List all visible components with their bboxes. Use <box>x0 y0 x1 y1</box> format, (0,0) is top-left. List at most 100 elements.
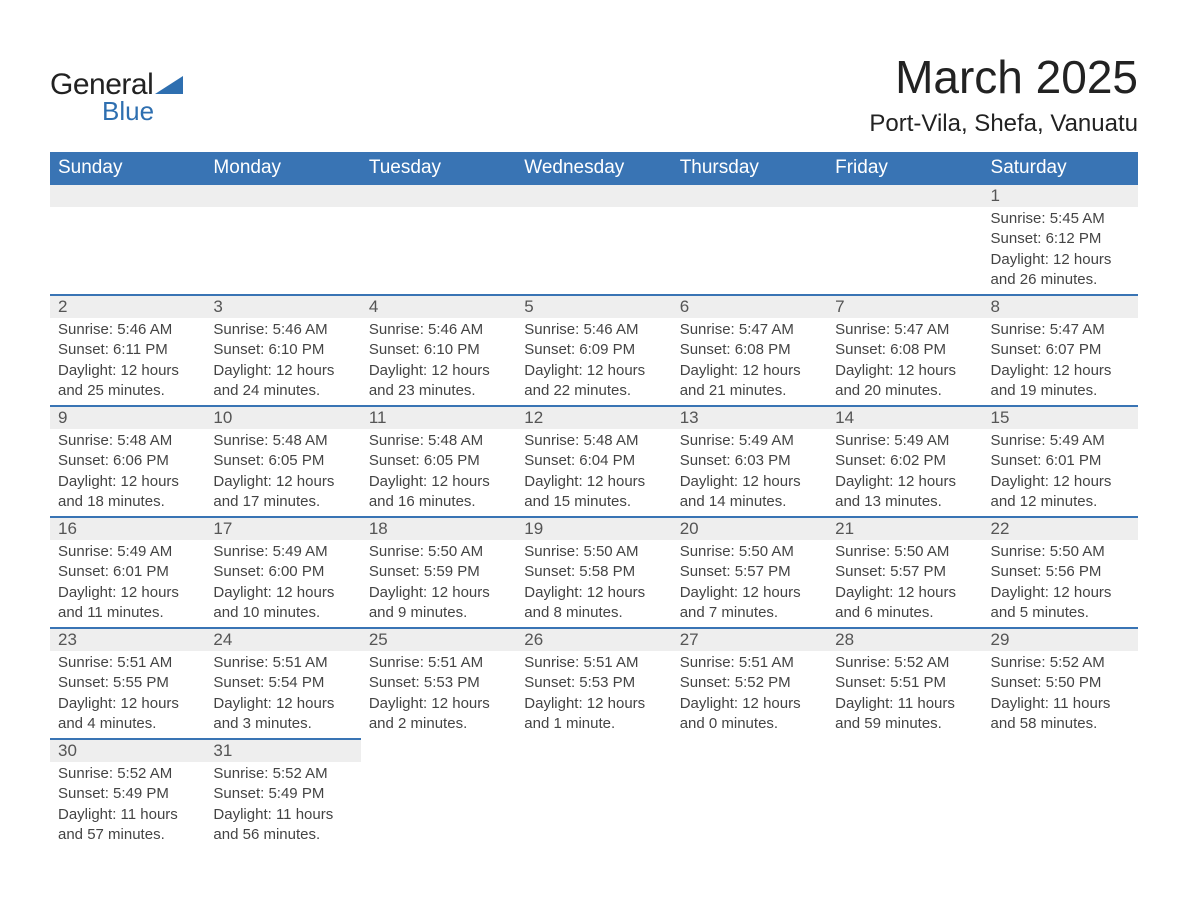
day-data <box>516 761 671 767</box>
day-daylight1: Daylight: 11 hours <box>835 694 978 714</box>
day-data: Sunrise: 5:52 AMSunset: 5:49 PMDaylight:… <box>205 762 360 849</box>
day-daylight2: and 58 minutes. <box>991 714 1134 734</box>
day-daylight1: Daylight: 12 hours <box>991 472 1134 492</box>
day-sunrise: Sunrise: 5:50 AM <box>991 542 1134 562</box>
day-number: 12 <box>516 407 671 429</box>
day-data: Sunrise: 5:46 AMSunset: 6:11 PMDaylight:… <box>50 318 205 405</box>
day-daylight1: Daylight: 12 hours <box>524 472 667 492</box>
day-data <box>361 207 516 287</box>
day-number: 16 <box>50 518 205 540</box>
day-number: 2 <box>50 296 205 318</box>
day-sunset: Sunset: 6:01 PM <box>58 562 201 582</box>
day-sunset: Sunset: 5:51 PM <box>835 673 978 693</box>
day-daylight1: Daylight: 12 hours <box>369 694 512 714</box>
day-daylight1: Daylight: 12 hours <box>680 694 823 714</box>
day-number: 31 <box>205 740 360 762</box>
calendar-cell <box>361 185 516 295</box>
day-data: Sunrise: 5:51 AMSunset: 5:53 PMDaylight:… <box>361 651 516 738</box>
day-data: Sunrise: 5:47 AMSunset: 6:08 PMDaylight:… <box>827 318 982 405</box>
day-sunset: Sunset: 5:53 PM <box>524 673 667 693</box>
day-daylight2: and 24 minutes. <box>213 381 356 401</box>
calendar-cell: 7Sunrise: 5:47 AMSunset: 6:08 PMDaylight… <box>827 295 982 406</box>
day-number: 18 <box>361 518 516 540</box>
day-sunrise: Sunrise: 5:46 AM <box>58 320 201 340</box>
weekday-header: Wednesday <box>516 152 671 185</box>
day-data: Sunrise: 5:49 AMSunset: 6:03 PMDaylight:… <box>672 429 827 516</box>
day-sunrise: Sunrise: 5:49 AM <box>58 542 201 562</box>
day-number <box>672 739 827 761</box>
day-data <box>983 761 1138 767</box>
day-data: Sunrise: 5:51 AMSunset: 5:53 PMDaylight:… <box>516 651 671 738</box>
day-number <box>361 185 516 207</box>
day-sunrise: Sunrise: 5:46 AM <box>524 320 667 340</box>
day-data: Sunrise: 5:47 AMSunset: 6:08 PMDaylight:… <box>672 318 827 405</box>
day-sunrise: Sunrise: 5:48 AM <box>524 431 667 451</box>
day-data <box>50 207 205 287</box>
day-number: 14 <box>827 407 982 429</box>
day-daylight1: Daylight: 12 hours <box>58 694 201 714</box>
day-sunset: Sunset: 6:05 PM <box>213 451 356 471</box>
day-daylight2: and 13 minutes. <box>835 492 978 512</box>
calendar-row: 30Sunrise: 5:52 AMSunset: 5:49 PMDayligh… <box>50 739 1138 849</box>
day-sunset: Sunset: 6:05 PM <box>369 451 512 471</box>
calendar-cell: 6Sunrise: 5:47 AMSunset: 6:08 PMDaylight… <box>672 295 827 406</box>
day-daylight1: Daylight: 12 hours <box>680 583 823 603</box>
day-daylight1: Daylight: 12 hours <box>58 361 201 381</box>
day-number: 17 <box>205 518 360 540</box>
calendar-cell: 3Sunrise: 5:46 AMSunset: 6:10 PMDaylight… <box>205 295 360 406</box>
day-number: 24 <box>205 629 360 651</box>
day-daylight1: Daylight: 12 hours <box>991 583 1134 603</box>
calendar-cell: 26Sunrise: 5:51 AMSunset: 5:53 PMDayligh… <box>516 628 671 739</box>
day-data: Sunrise: 5:49 AMSunset: 6:01 PMDaylight:… <box>50 540 205 627</box>
day-number: 15 <box>983 407 1138 429</box>
day-sunrise: Sunrise: 5:45 AM <box>991 209 1134 229</box>
calendar-cell: 4Sunrise: 5:46 AMSunset: 6:10 PMDaylight… <box>361 295 516 406</box>
day-daylight1: Daylight: 12 hours <box>58 472 201 492</box>
day-daylight2: and 7 minutes. <box>680 603 823 623</box>
logo-triangle-icon <box>155 72 183 99</box>
day-daylight2: and 21 minutes. <box>680 381 823 401</box>
day-daylight2: and 56 minutes. <box>213 825 356 845</box>
day-data: Sunrise: 5:50 AMSunset: 5:58 PMDaylight:… <box>516 540 671 627</box>
day-data: Sunrise: 5:51 AMSunset: 5:52 PMDaylight:… <box>672 651 827 738</box>
day-sunset: Sunset: 5:56 PM <box>991 562 1134 582</box>
day-data: Sunrise: 5:49 AMSunset: 6:01 PMDaylight:… <box>983 429 1138 516</box>
day-data: Sunrise: 5:52 AMSunset: 5:51 PMDaylight:… <box>827 651 982 738</box>
calendar-cell <box>50 185 205 295</box>
calendar-cell: 19Sunrise: 5:50 AMSunset: 5:58 PMDayligh… <box>516 517 671 628</box>
day-sunrise: Sunrise: 5:51 AM <box>369 653 512 673</box>
day-number: 8 <box>983 296 1138 318</box>
day-sunset: Sunset: 6:09 PM <box>524 340 667 360</box>
weekday-header: Thursday <box>672 152 827 185</box>
day-sunrise: Sunrise: 5:48 AM <box>369 431 512 451</box>
day-daylight1: Daylight: 12 hours <box>369 472 512 492</box>
day-sunrise: Sunrise: 5:46 AM <box>369 320 512 340</box>
day-daylight2: and 23 minutes. <box>369 381 512 401</box>
header: General Blue March 2025 Port-Vila, Shefa… <box>50 50 1138 138</box>
day-sunset: Sunset: 6:08 PM <box>835 340 978 360</box>
day-data: Sunrise: 5:50 AMSunset: 5:59 PMDaylight:… <box>361 540 516 627</box>
calendar-cell: 15Sunrise: 5:49 AMSunset: 6:01 PMDayligh… <box>983 406 1138 517</box>
logo: General Blue <box>50 50 183 127</box>
day-sunrise: Sunrise: 5:49 AM <box>213 542 356 562</box>
calendar-cell: 18Sunrise: 5:50 AMSunset: 5:59 PMDayligh… <box>361 517 516 628</box>
day-daylight2: and 14 minutes. <box>680 492 823 512</box>
calendar-cell: 5Sunrise: 5:46 AMSunset: 6:09 PMDaylight… <box>516 295 671 406</box>
day-data <box>672 207 827 287</box>
day-data: Sunrise: 5:48 AMSunset: 6:06 PMDaylight:… <box>50 429 205 516</box>
day-daylight2: and 1 minute. <box>524 714 667 734</box>
day-daylight2: and 8 minutes. <box>524 603 667 623</box>
calendar-cell <box>361 739 516 849</box>
day-sunrise: Sunrise: 5:49 AM <box>991 431 1134 451</box>
day-daylight2: and 22 minutes. <box>524 381 667 401</box>
day-sunset: Sunset: 6:02 PM <box>835 451 978 471</box>
calendar-cell: 11Sunrise: 5:48 AMSunset: 6:05 PMDayligh… <box>361 406 516 517</box>
day-number: 6 <box>672 296 827 318</box>
day-daylight1: Daylight: 12 hours <box>213 361 356 381</box>
calendar-cell <box>672 185 827 295</box>
day-daylight2: and 0 minutes. <box>680 714 823 734</box>
day-sunset: Sunset: 5:59 PM <box>369 562 512 582</box>
day-daylight2: and 57 minutes. <box>58 825 201 845</box>
day-daylight2: and 4 minutes. <box>58 714 201 734</box>
day-sunset: Sunset: 5:57 PM <box>835 562 978 582</box>
